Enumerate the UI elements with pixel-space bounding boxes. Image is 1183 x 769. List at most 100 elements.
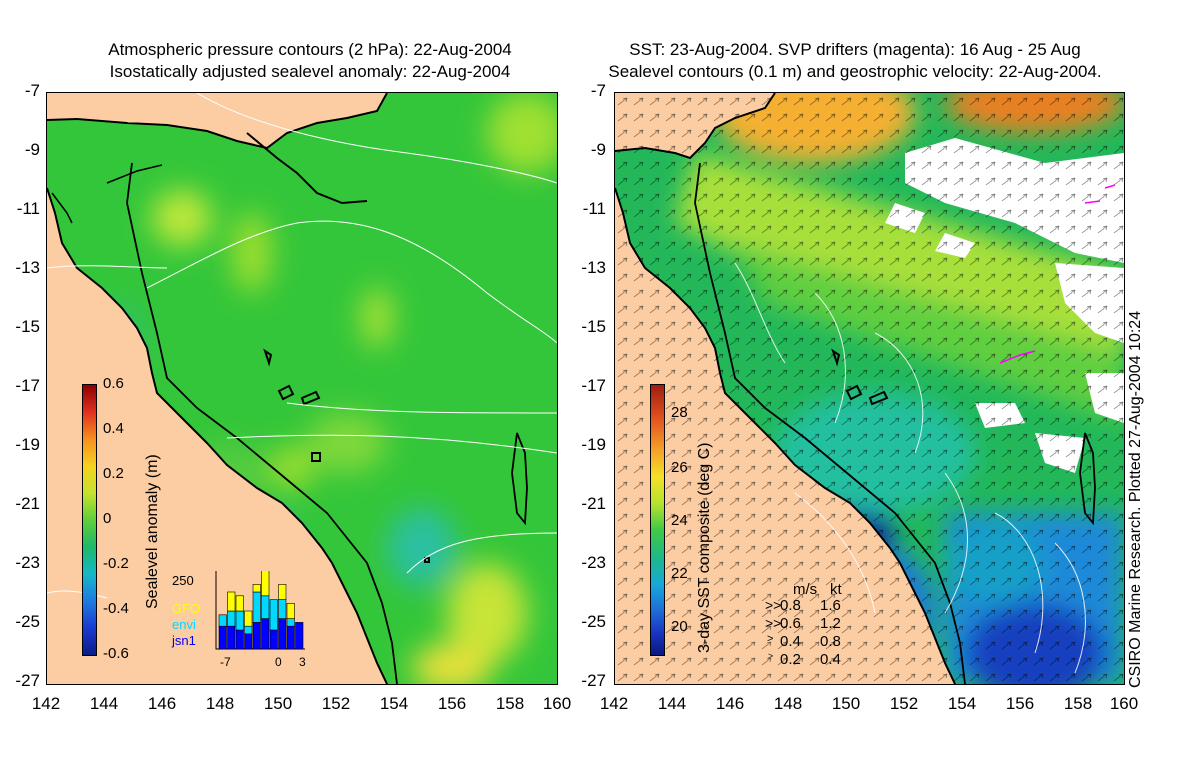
credit-text: CSIRO Marine Research. Plotted 27-Aug-20… xyxy=(1127,310,1144,688)
histogram-bar-gfo xyxy=(244,610,253,627)
legend-envi: envi xyxy=(172,617,196,632)
sla-colorbar xyxy=(82,384,97,656)
lat-tick: -21 xyxy=(15,494,40,513)
histogram-xtick-1: -7 xyxy=(220,655,231,669)
velocity-legend-kt: 0.8 xyxy=(820,633,841,650)
lon-tick: 144 xyxy=(89,694,119,713)
sst-tick-2: 26 xyxy=(671,459,688,476)
histogram-bar-envi xyxy=(269,599,278,631)
sla-tick-7: -0.6 xyxy=(103,645,129,662)
sla-tick-3: 0.2 xyxy=(103,465,124,482)
histogram-bar-jsn1 xyxy=(218,625,227,650)
sla-tick-6: -0.4 xyxy=(103,600,129,617)
lon-tick: 150 xyxy=(831,694,861,713)
lon-tick: 158 xyxy=(1063,694,1093,713)
histogram-bar-envi xyxy=(218,614,227,627)
lon-tick: 160 xyxy=(1109,694,1139,713)
velocity-legend-kt: 0.4 xyxy=(820,651,841,668)
lat-tick: -7 xyxy=(24,81,40,100)
lat-tick: -27 xyxy=(15,671,40,690)
histogram-xtick-2: 0 xyxy=(275,655,282,669)
histogram-bar-jsn1 xyxy=(278,618,287,650)
sst-colorbar xyxy=(650,384,665,656)
histogram-bar-gfo xyxy=(235,595,244,612)
lat-tick: -19 xyxy=(581,435,606,454)
arrow-glyph-icon: > xyxy=(768,651,774,661)
lat-tick: -15 xyxy=(581,317,606,336)
histogram-bar-gfo xyxy=(278,584,287,600)
histogram-bar-jsn1 xyxy=(252,622,261,650)
legend-jsn1: jsn1 xyxy=(172,633,196,648)
histogram-bar-jsn1 xyxy=(244,633,253,650)
velocity-legend-header-ms: m/s xyxy=(793,581,818,598)
lat-tick: -9 xyxy=(24,140,40,159)
lon-tick: 150 xyxy=(263,694,293,713)
lat-tick: -15 xyxy=(15,317,40,336)
lon-tick: 154 xyxy=(379,694,409,713)
left-title-line2: Isostatically adjusted sealevel anomaly:… xyxy=(109,62,511,81)
sst-tick-3: 24 xyxy=(671,512,688,529)
lon-tick: 148 xyxy=(205,694,235,713)
lat-tick: -13 xyxy=(581,258,606,277)
histogram-bar-envi xyxy=(278,599,287,619)
lat-tick: -7 xyxy=(590,81,606,100)
sla-tick-4: 0 xyxy=(103,510,112,527)
lat-tick: -11 xyxy=(582,199,606,218)
sst-colorbar-label: 3-day SST composite (deg C) xyxy=(696,442,713,653)
histogram-bar-envi xyxy=(227,610,236,627)
sst-tick-1: 28 xyxy=(671,404,688,421)
left-map-sealevel-anomaly: 0.6 0.4 0.2 0 -0.2 -0.4 -0.6 Sealevel an… xyxy=(47,93,557,684)
histogram-bar-jsn1 xyxy=(235,629,244,650)
histogram-bar-gfo xyxy=(227,591,236,612)
histogram-bar-gfo xyxy=(286,603,295,619)
lat-tick: -23 xyxy=(15,553,40,572)
histogram-ymax-label: 250 xyxy=(172,573,194,588)
left-title-line1: Atmospheric pressure contours (2 hPa): 2… xyxy=(108,40,512,59)
sst-tick-4: 22 xyxy=(671,565,688,582)
lon-tick: 160 xyxy=(542,694,572,713)
arrow-glyph-icon: >> xyxy=(765,615,782,631)
histogram-bar-envi xyxy=(252,591,261,623)
inset-histogram xyxy=(215,571,305,650)
lat-tick: -25 xyxy=(15,612,40,631)
histogram-bar-gfo xyxy=(261,571,270,597)
legend-gfo: GFO xyxy=(172,601,201,616)
sla-tick-5: -0.2 xyxy=(103,555,129,572)
histogram-bar-jsn1 xyxy=(286,625,295,650)
histogram-bar-envi xyxy=(261,595,270,619)
lat-tick: -27 xyxy=(581,671,606,690)
histogram-bar-gfo xyxy=(252,584,261,593)
velocity-legend-ms: 0.8 xyxy=(780,597,801,614)
right-map-sst: 28 26 24 22 20 3-day SST composite (deg … xyxy=(615,93,1124,684)
lon-tick: 158 xyxy=(495,694,525,713)
arrow-glyph-icon: >> xyxy=(765,597,782,613)
sla-tick-1: 0.6 xyxy=(103,375,124,392)
lat-tick: -25 xyxy=(581,612,606,631)
lat-tick: -17 xyxy=(581,376,606,395)
lon-tick: 154 xyxy=(947,694,977,713)
lat-tick: -11 xyxy=(16,199,40,218)
histogram-bar-jsn1 xyxy=(269,629,278,650)
velocity-legend-ms: 0.6 xyxy=(780,615,801,632)
lat-tick: -21 xyxy=(581,494,606,513)
histogram-bar-envi xyxy=(244,625,253,635)
velocity-legend-kt: 1.6 xyxy=(820,597,841,614)
lon-tick: 146 xyxy=(715,694,745,713)
right-title-line2: Sealevel contours (0.1 m) and geostrophi… xyxy=(608,62,1102,81)
lon-tick: 142 xyxy=(599,694,629,713)
lon-tick: 144 xyxy=(657,694,687,713)
lon-tick: 152 xyxy=(889,694,919,713)
histogram-xtick-3: 3 xyxy=(299,655,306,669)
lon-tick: 148 xyxy=(773,694,803,713)
histogram-bar-jsn1 xyxy=(227,625,236,650)
velocity-legend-ms: 0.2 xyxy=(780,651,801,668)
lon-tick: 142 xyxy=(31,694,61,713)
sst-tick-5: 20 xyxy=(671,618,688,635)
velocity-legend-kt: 1.2 xyxy=(820,615,841,632)
velocity-legend-ms: 0.4 xyxy=(780,633,801,650)
lat-tick: -19 xyxy=(15,435,40,454)
histogram-bar-jsn1 xyxy=(295,622,304,650)
lat-tick: -13 xyxy=(15,258,40,277)
lon-tick: 152 xyxy=(321,694,351,713)
lat-tick: -17 xyxy=(15,376,40,395)
